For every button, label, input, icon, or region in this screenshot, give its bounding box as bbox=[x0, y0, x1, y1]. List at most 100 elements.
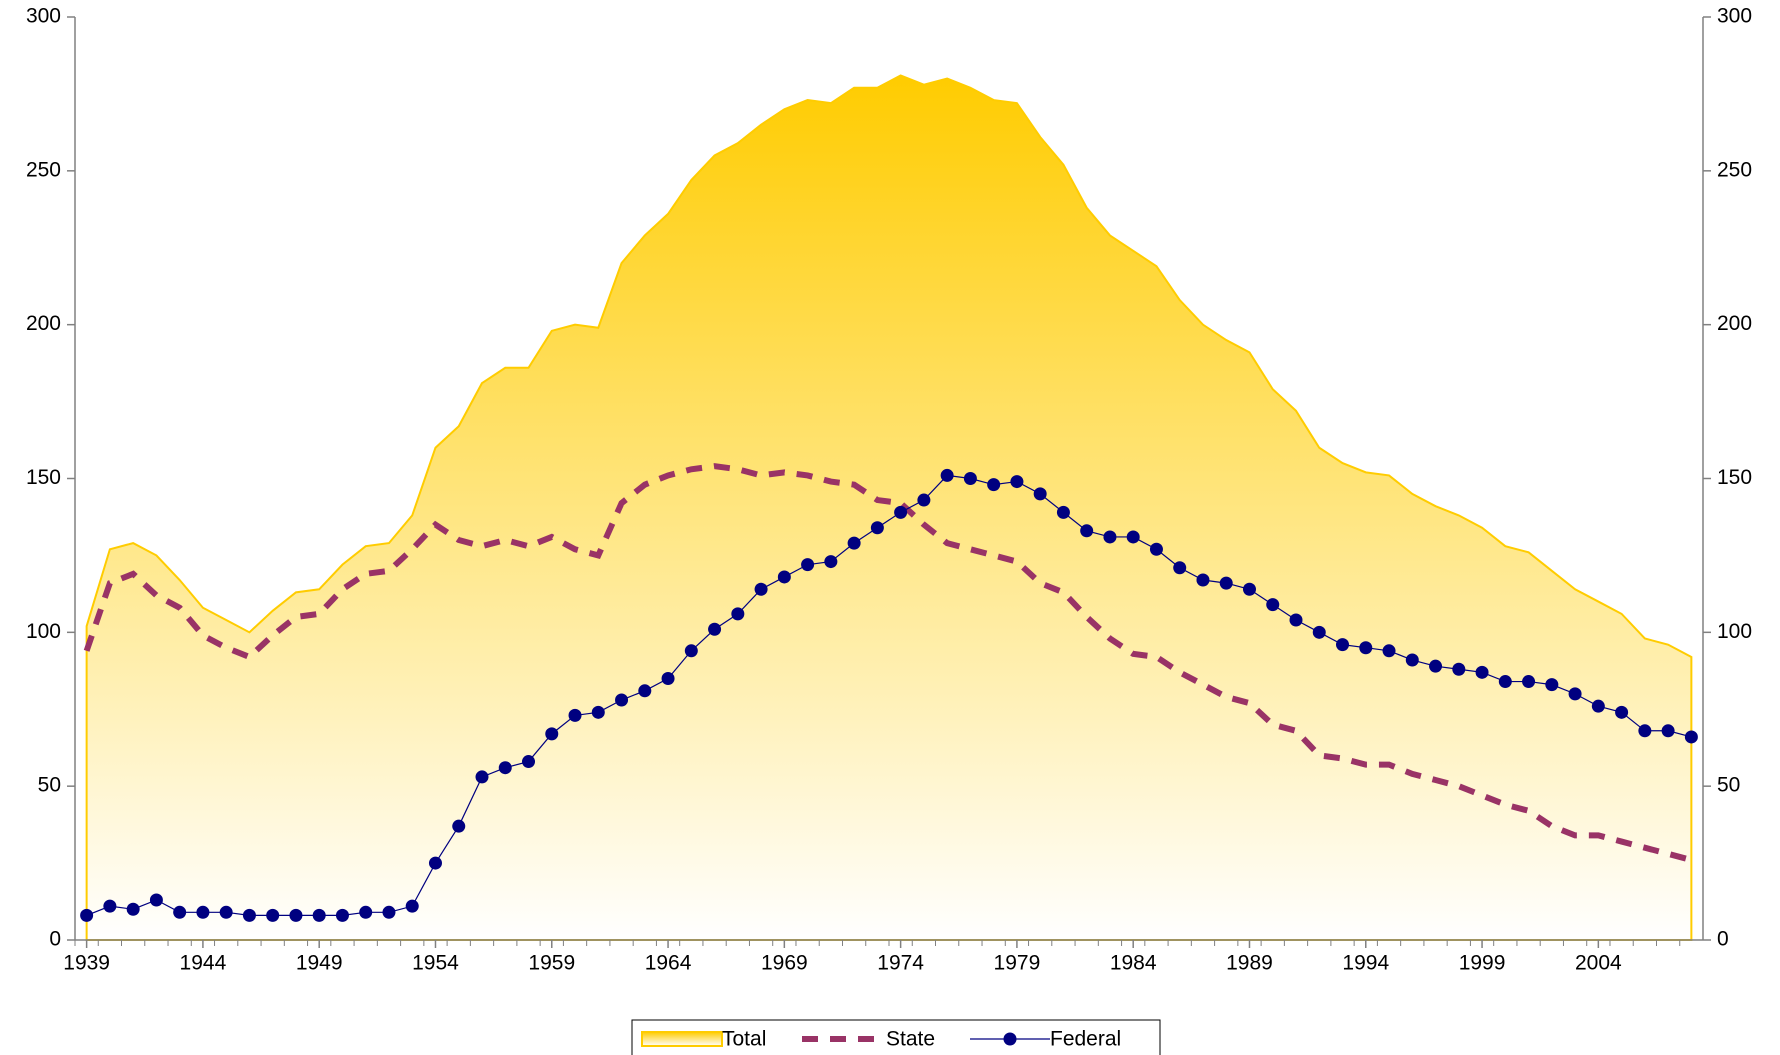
federal-marker bbox=[1475, 665, 1489, 679]
federal-marker bbox=[1149, 542, 1163, 556]
x-tick-label: 1969 bbox=[761, 952, 808, 975]
federal-marker bbox=[1684, 730, 1698, 744]
federal-marker bbox=[870, 521, 884, 535]
federal-marker bbox=[1080, 524, 1094, 538]
x-tick-label: 1939 bbox=[63, 952, 110, 975]
x-tick-label: 1979 bbox=[994, 952, 1041, 975]
federal-marker bbox=[1010, 475, 1024, 489]
federal-marker bbox=[312, 908, 326, 922]
y2-tick-label: 50 bbox=[1717, 774, 1740, 797]
legend-label: State bbox=[886, 1028, 935, 1051]
legend-label: Total bbox=[722, 1028, 766, 1051]
x-tick-label: 1959 bbox=[528, 952, 575, 975]
federal-marker bbox=[1242, 582, 1256, 596]
federal-marker bbox=[1173, 561, 1187, 575]
federal-marker bbox=[452, 819, 466, 833]
y-tick-label: 150 bbox=[26, 466, 61, 489]
federal-marker bbox=[1638, 724, 1652, 738]
y2-tick-label: 200 bbox=[1717, 312, 1752, 335]
y2-tick-label: 150 bbox=[1717, 466, 1752, 489]
federal-marker bbox=[359, 905, 373, 919]
y-tick-label: 50 bbox=[38, 774, 61, 797]
federal-marker bbox=[638, 684, 652, 698]
y-tick-label: 300 bbox=[26, 5, 61, 28]
federal-marker bbox=[940, 468, 954, 482]
federal-marker bbox=[1266, 598, 1280, 612]
x-tick-label: 1974 bbox=[877, 952, 924, 975]
x-tick-label: 1949 bbox=[296, 952, 343, 975]
state-line bbox=[83, 463, 1693, 863]
federal-marker bbox=[1429, 659, 1443, 673]
federal-marker bbox=[1498, 675, 1512, 689]
federal-marker bbox=[1196, 573, 1210, 587]
federal-marker bbox=[917, 493, 931, 507]
federal-marker bbox=[1615, 705, 1629, 719]
federal-marker bbox=[266, 908, 280, 922]
y2-tick-label: 0 bbox=[1717, 928, 1729, 951]
federal-marker bbox=[149, 893, 163, 907]
x-tick-label: 2004 bbox=[1575, 952, 1622, 975]
federal-marker bbox=[777, 570, 791, 584]
federal-marker bbox=[847, 536, 861, 550]
federal-marker bbox=[1056, 505, 1070, 519]
legend-swatch bbox=[641, 1031, 723, 1047]
x-tick-label: 1964 bbox=[645, 952, 692, 975]
y-tick-label: 100 bbox=[26, 620, 61, 643]
federal-marker bbox=[103, 899, 117, 913]
federal-marker bbox=[1405, 653, 1419, 667]
federal-marker bbox=[335, 908, 349, 922]
y-tick-label: 200 bbox=[26, 312, 61, 335]
total-area bbox=[85, 74, 1693, 941]
federal-marker bbox=[615, 693, 629, 707]
x-tick-label: 1999 bbox=[1459, 952, 1506, 975]
federal-marker bbox=[405, 899, 419, 913]
federal-marker bbox=[428, 856, 442, 870]
federal-marker bbox=[1522, 675, 1536, 689]
y-tick-label: 0 bbox=[49, 928, 61, 951]
federal-marker bbox=[894, 505, 908, 519]
federal-marker bbox=[1591, 699, 1605, 713]
x-tick-label: 1954 bbox=[412, 952, 459, 975]
federal-marker bbox=[1126, 530, 1140, 544]
federal-marker bbox=[987, 478, 1001, 492]
federal-marker bbox=[173, 905, 187, 919]
y2-tick-label: 300 bbox=[1717, 5, 1752, 28]
y2-tick-label: 100 bbox=[1717, 620, 1752, 643]
federal-marker bbox=[382, 905, 396, 919]
y-tick-label: 250 bbox=[26, 158, 61, 181]
x-tick-label: 1984 bbox=[1110, 952, 1157, 975]
federal-marker bbox=[126, 902, 140, 916]
federal-marker bbox=[80, 908, 94, 922]
federal-marker bbox=[1336, 638, 1350, 652]
federal-marker bbox=[1312, 625, 1326, 639]
federal-marker bbox=[1452, 662, 1466, 676]
federal-marker bbox=[1545, 678, 1559, 692]
federal-marker bbox=[661, 671, 675, 685]
federal-marker bbox=[1661, 724, 1675, 738]
x-tick-label: 1994 bbox=[1342, 952, 1389, 975]
federal-marker bbox=[545, 727, 559, 741]
federal-marker bbox=[684, 644, 698, 658]
x-tick-label: 1989 bbox=[1226, 952, 1273, 975]
federal-marker bbox=[498, 761, 512, 775]
federal-marker bbox=[1033, 487, 1047, 501]
federal-marker bbox=[731, 607, 745, 621]
federal-marker bbox=[475, 770, 489, 784]
y2-tick-label: 250 bbox=[1717, 158, 1752, 181]
x-tick-label: 1944 bbox=[180, 952, 227, 975]
legend-label: Federal bbox=[1050, 1028, 1121, 1051]
legend: Total State Federal bbox=[631, 1019, 1161, 1055]
federal-marker bbox=[591, 705, 605, 719]
federal-marker bbox=[754, 582, 768, 596]
federal-line bbox=[86, 474, 1692, 916]
legend-swatch-marker bbox=[1003, 1032, 1017, 1046]
federal-marker bbox=[522, 755, 536, 769]
federal-marker bbox=[1359, 641, 1373, 655]
federal-marker bbox=[1103, 530, 1117, 544]
federal-marker bbox=[196, 905, 210, 919]
federal-marker bbox=[963, 472, 977, 485]
federal-marker bbox=[1289, 613, 1303, 627]
federal-marker bbox=[824, 555, 838, 569]
